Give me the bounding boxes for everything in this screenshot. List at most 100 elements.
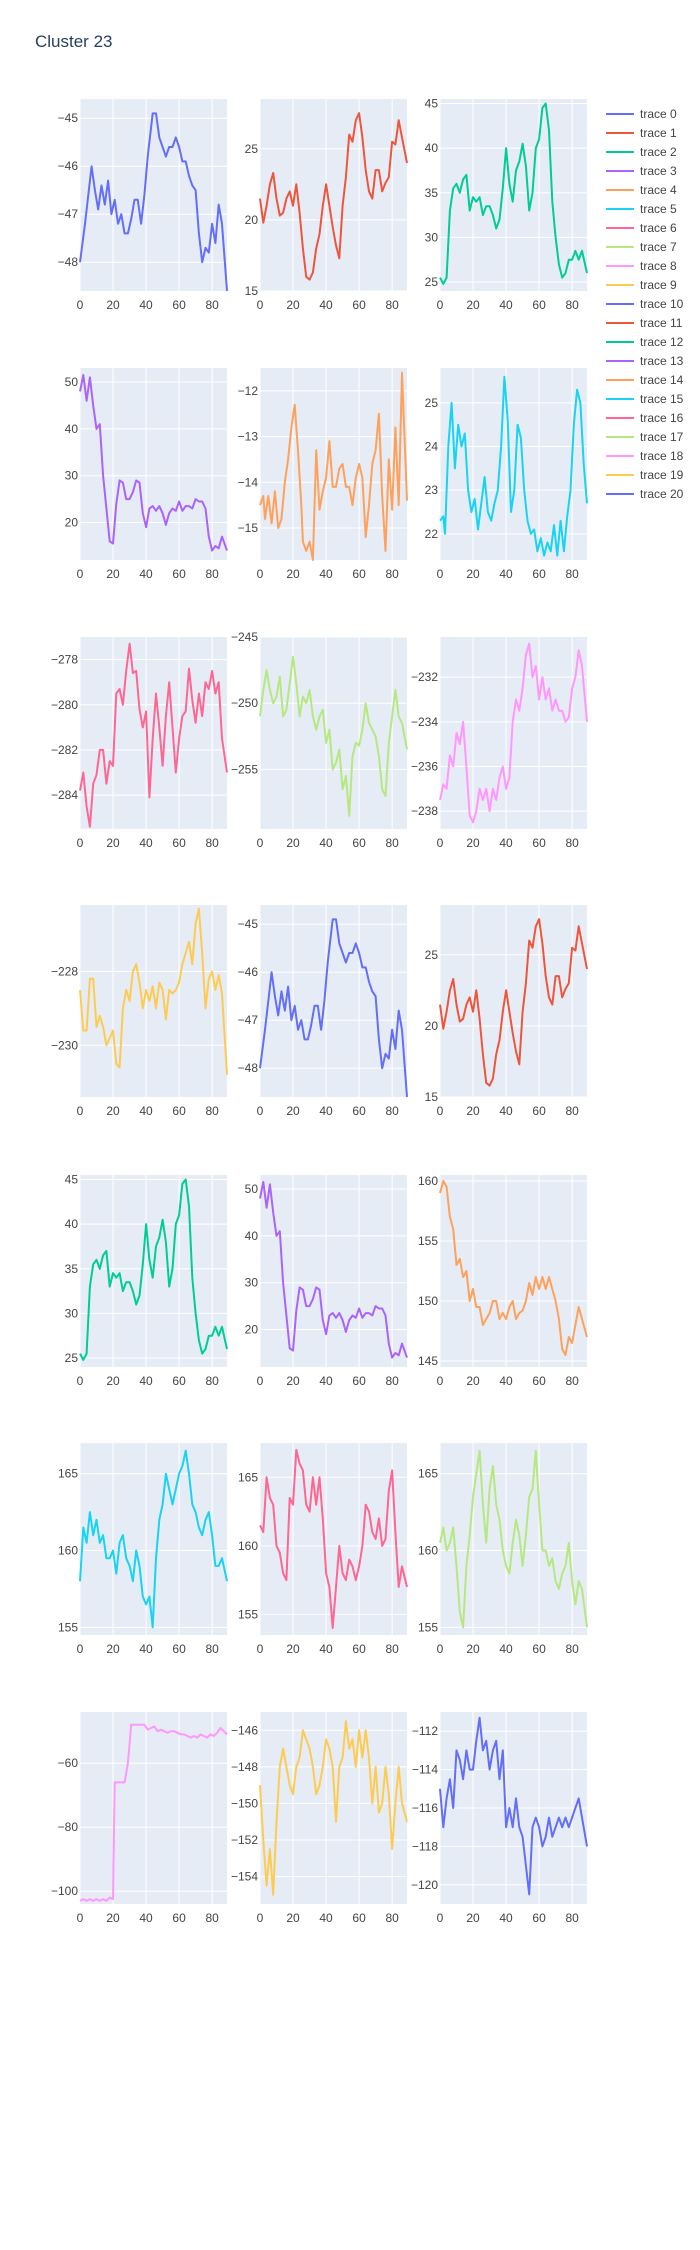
x-tick-label: 60 bbox=[172, 836, 186, 850]
y-tick-label: 35 bbox=[65, 1262, 79, 1276]
subplot-trace-5: 0 20 40 60 80 22 23 24 25 bbox=[425, 368, 588, 581]
series-line-trace-1 bbox=[259, 112, 408, 281]
y-tick-label: −146 bbox=[231, 1723, 258, 1737]
x-tick-label: 20 bbox=[106, 1642, 120, 1656]
legend-label: trace 20 bbox=[640, 487, 684, 501]
legend-item[interactable]: trace 20 bbox=[606, 487, 684, 501]
x-tick-label: 60 bbox=[352, 1104, 366, 1118]
y-tick-label: 25 bbox=[425, 396, 439, 410]
x-tick-label: 60 bbox=[532, 1374, 546, 1388]
x-tick-label: 80 bbox=[385, 1374, 399, 1388]
legend-item[interactable]: trace 7 bbox=[606, 240, 677, 254]
series-line-trace-18 bbox=[79, 1723, 228, 1902]
series-line-trace-6 bbox=[79, 642, 228, 828]
y-tick-label: 165 bbox=[238, 1470, 258, 1484]
x-tick-label: 20 bbox=[286, 1374, 300, 1388]
y-tick-label: 24 bbox=[425, 440, 439, 454]
x-tick-label: 60 bbox=[532, 836, 546, 850]
legend-item[interactable]: trace 11 bbox=[606, 316, 683, 330]
x-tick-label: 40 bbox=[319, 1642, 333, 1656]
series-line-trace-3 bbox=[79, 374, 228, 552]
series-line-trace-20 bbox=[439, 1716, 588, 1896]
plot-area bbox=[80, 368, 227, 560]
legend-item[interactable]: trace 0 bbox=[606, 107, 677, 121]
legend-item[interactable]: trace 3 bbox=[606, 164, 677, 178]
y-tick-label: −46 bbox=[238, 965, 259, 979]
x-tick-label: 20 bbox=[286, 567, 300, 581]
y-tick-label: 160 bbox=[238, 1539, 258, 1553]
legend-item[interactable]: trace 12 bbox=[606, 335, 684, 349]
x-tick-label: 40 bbox=[319, 298, 333, 312]
legend-item[interactable]: trace 9 bbox=[606, 278, 677, 292]
x-tick-label: 0 bbox=[77, 567, 84, 581]
legend-item[interactable]: trace 19 bbox=[606, 468, 684, 482]
y-tick-label: 45 bbox=[425, 96, 439, 110]
legend-item[interactable]: trace 8 bbox=[606, 259, 677, 273]
x-tick-label: 80 bbox=[565, 1374, 579, 1388]
legend-item[interactable]: trace 16 bbox=[606, 411, 684, 425]
series-line-trace-0 bbox=[79, 112, 228, 292]
x-tick-label: 20 bbox=[466, 836, 480, 850]
y-tick-label: −47 bbox=[58, 207, 79, 221]
legend: trace 0 trace 1 trace 2 trace 3 trace 4 trace… bbox=[606, 107, 684, 501]
legend-item[interactable]: trace 4 bbox=[606, 183, 677, 197]
x-tick-label: 60 bbox=[352, 567, 366, 581]
y-tick-label: 40 bbox=[65, 422, 79, 436]
y-tick-label: 20 bbox=[245, 213, 259, 227]
y-tick-label: 155 bbox=[238, 1607, 258, 1621]
legend-item[interactable]: trace 10 bbox=[606, 297, 684, 311]
x-tick-label: 20 bbox=[106, 836, 120, 850]
x-tick-label: 60 bbox=[352, 298, 366, 312]
x-tick-label: 40 bbox=[499, 836, 513, 850]
y-tick-label: −280 bbox=[51, 698, 78, 712]
x-tick-label: 0 bbox=[437, 1374, 444, 1388]
legend-label: trace 18 bbox=[640, 449, 684, 463]
y-tick-label: 160 bbox=[58, 1544, 78, 1558]
legend-label: trace 10 bbox=[640, 297, 684, 311]
y-tick-label: −152 bbox=[231, 1833, 258, 1847]
subplot-trace-6: 0 20 40 60 80 −284 −282 −280 −278 bbox=[51, 637, 228, 850]
x-tick-label: 20 bbox=[466, 1642, 480, 1656]
x-tick-label: 80 bbox=[385, 836, 399, 850]
y-tick-label: 25 bbox=[65, 1351, 79, 1365]
x-tick-label: 0 bbox=[437, 1642, 444, 1656]
x-tick-label: 60 bbox=[352, 836, 366, 850]
x-tick-label: 20 bbox=[106, 298, 120, 312]
x-tick-label: 20 bbox=[286, 298, 300, 312]
plot-area bbox=[80, 905, 227, 1097]
x-tick-label: 0 bbox=[77, 1374, 84, 1388]
legend-item[interactable]: trace 17 bbox=[606, 430, 684, 444]
y-tick-label: −15 bbox=[238, 521, 259, 535]
legend-item[interactable]: trace 1 bbox=[606, 126, 677, 140]
y-tick-label: −230 bbox=[51, 1038, 78, 1052]
series-line-trace-17 bbox=[439, 1449, 588, 1629]
x-tick-label: 40 bbox=[499, 298, 513, 312]
y-tick-label: −45 bbox=[58, 111, 79, 125]
legend-label: trace 11 bbox=[640, 316, 683, 330]
legend-item[interactable]: trace 13 bbox=[606, 354, 684, 368]
x-tick-label: 20 bbox=[466, 567, 480, 581]
plot-area bbox=[260, 99, 407, 291]
x-tick-label: 60 bbox=[532, 1104, 546, 1118]
legend-item[interactable]: trace 18 bbox=[606, 449, 684, 463]
plot-area bbox=[260, 1712, 407, 1904]
series-line-trace-7 bbox=[259, 655, 408, 817]
legend-item[interactable]: trace 14 bbox=[606, 373, 684, 387]
legend-item[interactable]: trace 15 bbox=[606, 392, 684, 406]
y-tick-label: 155 bbox=[418, 1234, 438, 1248]
x-tick-label: 80 bbox=[565, 1642, 579, 1656]
legend-item[interactable]: trace 6 bbox=[606, 221, 677, 235]
y-tick-label: −60 bbox=[58, 1756, 79, 1770]
y-tick-label: −232 bbox=[411, 670, 438, 684]
y-tick-label: 45 bbox=[65, 1172, 79, 1186]
y-tick-label: 22 bbox=[425, 527, 439, 541]
x-tick-label: 80 bbox=[205, 836, 219, 850]
y-tick-label: 40 bbox=[65, 1217, 79, 1231]
x-tick-label: 20 bbox=[466, 1374, 480, 1388]
y-tick-label: −48 bbox=[238, 1061, 259, 1075]
series-line-trace-16 bbox=[259, 1448, 408, 1630]
legend-item[interactable]: trace 5 bbox=[606, 202, 677, 216]
y-tick-label: −255 bbox=[231, 762, 258, 776]
legend-item[interactable]: trace 2 bbox=[606, 145, 677, 159]
y-tick-label: −278 bbox=[51, 653, 78, 667]
